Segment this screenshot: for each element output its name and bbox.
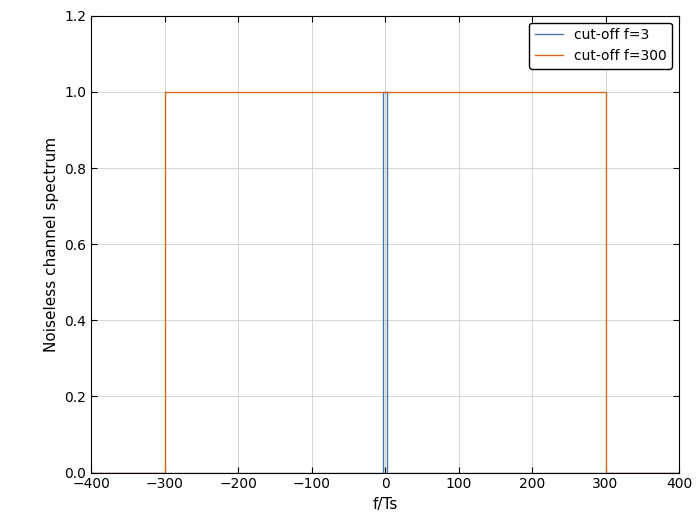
cut-off f=3 xyxy=(87,469,95,476)
cut-off f=300 xyxy=(160,89,169,95)
cut-off f=3 xyxy=(383,469,391,476)
cut-off f=3 xyxy=(675,469,683,476)
cut-off f=300 xyxy=(87,469,95,476)
Line: cut-off f=300: cut-off f=300 xyxy=(91,92,679,473)
cut-off f=3 xyxy=(379,89,387,95)
cut-off f=300 xyxy=(675,469,683,476)
cut-off f=3 xyxy=(383,89,391,95)
X-axis label: f/Ts: f/Ts xyxy=(372,497,398,512)
Line: cut-off f=3: cut-off f=3 xyxy=(91,92,679,473)
cut-off f=3 xyxy=(379,469,387,476)
cut-off f=300 xyxy=(160,469,169,476)
cut-off f=300 xyxy=(601,469,610,476)
Legend: cut-off f=3, cut-off f=300: cut-off f=3, cut-off f=300 xyxy=(529,23,672,69)
cut-off f=300 xyxy=(601,89,610,95)
Y-axis label: Noiseless channel spectrum: Noiseless channel spectrum xyxy=(43,136,59,352)
